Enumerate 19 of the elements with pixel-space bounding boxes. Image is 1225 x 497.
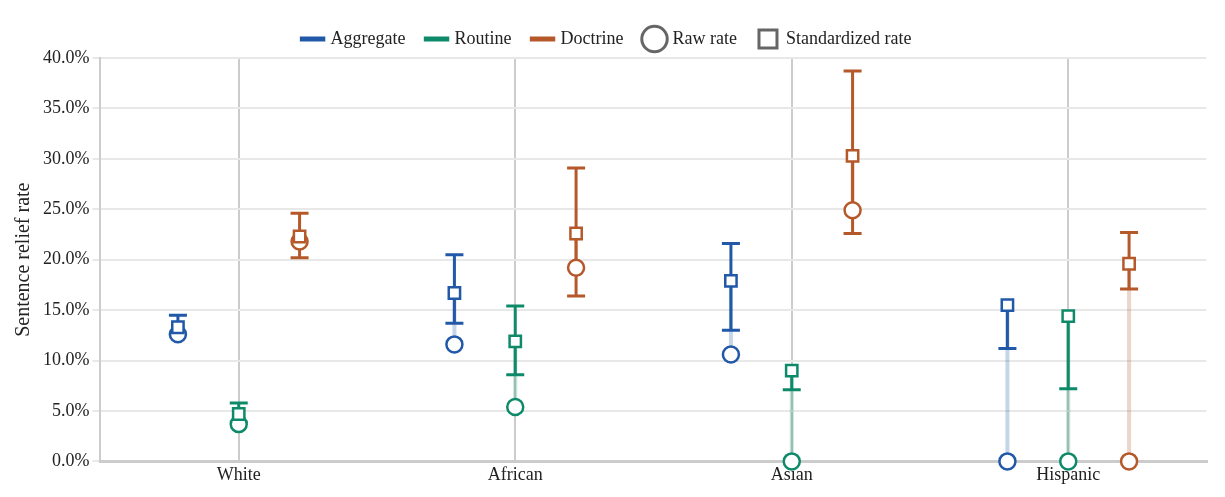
y-axis-title: Sentence relief rate <box>11 182 34 337</box>
x-tick-label: Asian <box>770 463 813 484</box>
x-tick-label: White <box>216 463 261 484</box>
y-tick-label: 15.0% <box>42 298 90 319</box>
y-tick-label: 10.0% <box>42 349 90 370</box>
x-tick-label: African <box>487 463 543 484</box>
x-tick-label: Hispanic <box>1036 463 1101 484</box>
legend-label: Routine <box>454 27 512 48</box>
y-tick-label: 30.0% <box>42 147 90 168</box>
y-tick-label: 40.0% <box>42 46 90 67</box>
y-tick-label: 35.0% <box>42 97 90 118</box>
y-tick-label: 5.0% <box>51 399 90 420</box>
legend-label: Standardized rate <box>785 27 912 48</box>
y-tick-label: 20.0% <box>42 248 90 269</box>
legend-label: Doctrine <box>560 27 624 48</box>
y-tick-label: 0.0% <box>51 450 90 471</box>
y-tick-label: 25.0% <box>42 198 90 219</box>
legend-label: Aggregate <box>330 27 406 48</box>
legend-label: Raw rate <box>672 27 737 48</box>
